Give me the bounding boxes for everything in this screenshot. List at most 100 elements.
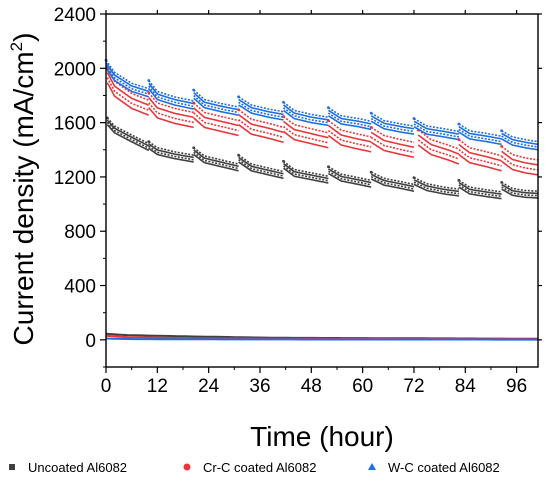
series-1-restart-point-6 bbox=[327, 165, 330, 169]
series-3-segment-8-line-1 bbox=[413, 125, 460, 141]
legend-marker-triangle bbox=[368, 463, 376, 470]
series-1-segment-2-line-3 bbox=[148, 143, 194, 159]
series-2-segment-6-line-2 bbox=[327, 129, 372, 148]
legend-label-2: Cr-C coated Al6082 bbox=[203, 460, 316, 475]
series-3-segment-3-line-1 bbox=[193, 97, 239, 116]
series-2-segment-10-line-4 bbox=[501, 145, 539, 161]
series-2-segment-3-line-1 bbox=[193, 117, 239, 137]
series-3-baseline bbox=[105, 337, 538, 341]
series-1-segment-10-line-1 bbox=[501, 188, 539, 199]
series-2-segment-4-line-3 bbox=[238, 113, 284, 134]
series-3-segment-1-line-1 bbox=[105, 67, 150, 98]
series-3-restart-point-6 bbox=[327, 106, 330, 110]
series-3-segment-4-line-2 bbox=[238, 101, 284, 118]
series-1-segment-1-line-2 bbox=[106, 121, 150, 149]
series-3-restart-point-9 bbox=[457, 122, 461, 126]
series-3-restart-point-10 bbox=[500, 129, 504, 133]
series-1-segment-7-line-4 bbox=[370, 171, 415, 186]
series-1-segment-6-line-4 bbox=[327, 166, 372, 182]
series-2-segment-2-line-4 bbox=[148, 92, 194, 114]
series-2-segment-2-line-1 bbox=[148, 107, 194, 129]
series-2-segment-1-line-3 bbox=[106, 72, 150, 106]
series-1-restart-point-5 bbox=[282, 159, 285, 163]
series-3-restart-point-2 bbox=[147, 79, 151, 82]
y-tick-label-0: 0 bbox=[85, 331, 96, 352]
series-2-segment-6-line-1 bbox=[327, 134, 372, 153]
series-1-segment-9-line-1 bbox=[458, 186, 502, 200]
x-tick-label-4: 48 bbox=[301, 376, 322, 397]
y-axis-title-superscript: 2 bbox=[7, 42, 26, 51]
series-1-segment-5-line-4 bbox=[282, 160, 329, 177]
series-1-restart-point-2 bbox=[147, 140, 151, 144]
series-3-segment-2-line-1 bbox=[148, 88, 194, 110]
series-1-segment-2-line-2 bbox=[148, 145, 194, 161]
series-2-segment-8-line-4 bbox=[417, 129, 460, 150]
series-1-segment-5-line-1 bbox=[282, 167, 329, 184]
series-2-segment-7-line-3 bbox=[370, 131, 415, 148]
series-1-segment-10-line-2 bbox=[501, 186, 538, 197]
legend-item-1: Uncoated Al6082 bbox=[9, 460, 127, 475]
series-3-segment-1-line-3 bbox=[105, 62, 150, 93]
series-3-segment-7-line-3 bbox=[370, 115, 415, 130]
series-1-segment-7-line-1 bbox=[370, 178, 415, 192]
series-3-restart-point-4 bbox=[237, 95, 240, 99]
series-1-restart-point-10 bbox=[500, 180, 504, 184]
y-axis-title: Current density (mA/cm2) bbox=[7, 33, 39, 346]
series-3-segment-8-line-3 bbox=[413, 120, 460, 135]
x-tick-label-3: 36 bbox=[249, 376, 270, 397]
y-tick-label-4: 1600 bbox=[54, 114, 96, 135]
legend-item-2: Cr-C coated Al6082 bbox=[183, 460, 316, 475]
series-3-segment-3-line-3 bbox=[193, 92, 239, 111]
series-2-segment-5-line-1 bbox=[282, 130, 329, 149]
series-1-segment-1-line-3 bbox=[106, 119, 150, 147]
series-3-segment-10-line-3 bbox=[501, 132, 539, 146]
series-1-restart-point-9 bbox=[457, 178, 461, 182]
series-1 bbox=[105, 116, 539, 340]
series-3-segment-1-line-2 bbox=[105, 65, 150, 95]
series-layer bbox=[104, 58, 539, 341]
series-1-segment-4-line-2 bbox=[238, 159, 284, 177]
ticks-layer: 0 12 24 36 48 60 72 84 96 0 400 800 1200 1600 2000 2400 bbox=[54, 5, 542, 397]
series-1-segment-4-line-1 bbox=[238, 161, 284, 180]
series-2-segment-4-line-1 bbox=[238, 124, 284, 144]
series-3-segment-8-line-4 bbox=[413, 117, 460, 133]
series-2-segment-4-line-4 bbox=[238, 109, 284, 129]
legend-marker-circle bbox=[183, 463, 191, 471]
series-2-segment-10-line-1 bbox=[501, 160, 539, 176]
series-2-segment-8-line-1 bbox=[417, 144, 460, 165]
series-3-segment-5-line-1 bbox=[282, 109, 329, 127]
series-3-restart-point-5 bbox=[282, 100, 285, 104]
series-1-segment-1-line-4 bbox=[106, 117, 150, 145]
x-tick-label-1: 12 bbox=[147, 376, 168, 397]
series-3-segment-8-line-2 bbox=[413, 123, 460, 138]
legend-label-1: Uncoated Al6082 bbox=[28, 460, 127, 475]
x-tick-label-0: 0 bbox=[101, 376, 112, 397]
series-2-restart-point-10 bbox=[500, 144, 504, 148]
series-1-segment-8-line-4 bbox=[413, 176, 459, 190]
y-tick-label-3: 1200 bbox=[54, 168, 96, 189]
series-1-segment-8-line-3 bbox=[413, 179, 460, 193]
series-2-segment-6-line-3 bbox=[327, 124, 372, 143]
series-1-segment-3-line-3 bbox=[193, 149, 239, 168]
series-1-segment-6-line-1 bbox=[327, 172, 372, 188]
series-1-segment-4-line-4 bbox=[238, 154, 284, 173]
series-1-segment-3-line-1 bbox=[193, 153, 239, 172]
series-1-segment-6-line-2 bbox=[328, 170, 372, 186]
y-axis-title-main: Current density (mA/cm bbox=[8, 51, 39, 345]
series-2-segment-1-line-2 bbox=[106, 77, 150, 111]
series-2-segment-3-line-3 bbox=[193, 107, 239, 127]
series-1-segment-1-line-1 bbox=[106, 124, 150, 152]
series-3-segment-9-line-1 bbox=[458, 131, 502, 146]
series-3-restart-point-7 bbox=[369, 111, 373, 115]
plot-frame bbox=[105, 13, 539, 368]
series-3-segment-5-line-2 bbox=[282, 107, 329, 124]
series-3-segment-7-line-4 bbox=[370, 112, 415, 127]
series-1-segment-5-line-2 bbox=[283, 165, 329, 182]
series-2-segment-1-line-1 bbox=[106, 82, 150, 116]
series-3-segment-9-line-4 bbox=[458, 123, 502, 137]
y-tick-label-5: 2000 bbox=[54, 59, 96, 80]
series-3-segment-9-line-3 bbox=[458, 126, 502, 140]
series-1-restart-point-3 bbox=[192, 146, 196, 150]
series-2-segment-6-line-4 bbox=[327, 119, 372, 138]
